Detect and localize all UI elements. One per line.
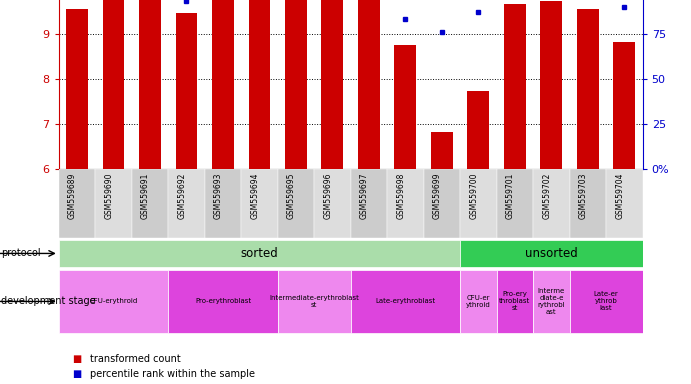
Bar <box>66 9 88 169</box>
Text: GSM559701: GSM559701 <box>506 172 515 219</box>
Text: sorted: sorted <box>240 247 278 260</box>
Bar <box>285 0 307 169</box>
Bar <box>241 169 278 238</box>
Bar <box>278 270 350 333</box>
Bar <box>350 270 460 333</box>
Bar <box>132 169 168 238</box>
Bar <box>102 0 124 169</box>
Text: GSM559696: GSM559696 <box>323 172 332 219</box>
Bar <box>424 169 460 238</box>
Bar <box>504 4 526 169</box>
Bar <box>212 0 234 169</box>
Bar <box>569 169 606 238</box>
Text: GSM559694: GSM559694 <box>250 172 259 219</box>
Text: GSM559690: GSM559690 <box>104 172 113 219</box>
Bar <box>350 169 387 238</box>
Text: GSM559691: GSM559691 <box>141 172 150 219</box>
Bar <box>431 132 453 169</box>
Bar <box>460 270 497 333</box>
Text: development stage: development stage <box>1 296 96 306</box>
Bar <box>533 270 569 333</box>
Text: GSM559700: GSM559700 <box>469 172 478 219</box>
Bar <box>59 240 460 267</box>
Text: GSM559689: GSM559689 <box>68 172 77 219</box>
Text: CFU-erythroid: CFU-erythroid <box>89 298 138 305</box>
Text: GSM559698: GSM559698 <box>397 172 406 219</box>
Bar <box>278 169 314 238</box>
Text: ■: ■ <box>73 354 82 364</box>
Text: GSM559693: GSM559693 <box>214 172 223 219</box>
Text: Intermediate-erythroblast
st: Intermediate-erythroblast st <box>269 295 359 308</box>
Bar <box>577 9 599 169</box>
Bar <box>606 169 643 238</box>
Bar <box>176 13 198 169</box>
Text: Pro-ery
throblast
st: Pro-ery throblast st <box>500 291 531 311</box>
Text: ■: ■ <box>73 369 82 379</box>
Bar <box>467 91 489 169</box>
Bar <box>460 240 643 267</box>
Bar <box>59 169 95 238</box>
Bar <box>387 169 424 238</box>
Text: Late-erythroblast: Late-erythroblast <box>375 298 435 305</box>
Bar <box>249 0 270 169</box>
Text: Interme
diate-e
rythrobl
ast: Interme diate-e rythrobl ast <box>538 288 565 315</box>
Text: GSM559692: GSM559692 <box>178 172 187 219</box>
Text: GSM559697: GSM559697 <box>360 172 369 219</box>
Text: protocol: protocol <box>1 248 41 258</box>
Bar <box>395 45 417 169</box>
Bar <box>59 270 168 333</box>
Bar <box>205 169 241 238</box>
Bar <box>569 270 643 333</box>
Text: GSM559699: GSM559699 <box>433 172 442 219</box>
Bar <box>497 270 533 333</box>
Bar <box>95 169 132 238</box>
Bar <box>460 169 497 238</box>
Bar <box>497 169 533 238</box>
Bar <box>614 42 635 169</box>
Bar <box>168 169 205 238</box>
Bar <box>358 0 380 169</box>
Bar <box>533 169 569 238</box>
Text: Late-er
ythrob
last: Late-er ythrob last <box>594 291 618 311</box>
Text: GSM559704: GSM559704 <box>616 172 625 219</box>
Bar <box>139 0 161 169</box>
Bar <box>168 270 278 333</box>
Bar <box>540 1 562 169</box>
Text: unsorted: unsorted <box>525 247 578 260</box>
Text: Pro-erythroblast: Pro-erythroblast <box>195 298 251 305</box>
Text: GSM559703: GSM559703 <box>579 172 588 219</box>
Text: percentile rank within the sample: percentile rank within the sample <box>90 369 255 379</box>
Text: CFU-er
ythroid: CFU-er ythroid <box>466 295 491 308</box>
Text: transformed count: transformed count <box>90 354 180 364</box>
Bar <box>314 169 350 238</box>
Text: GSM559702: GSM559702 <box>542 172 551 219</box>
Text: GSM559695: GSM559695 <box>287 172 296 219</box>
Bar <box>321 0 343 169</box>
